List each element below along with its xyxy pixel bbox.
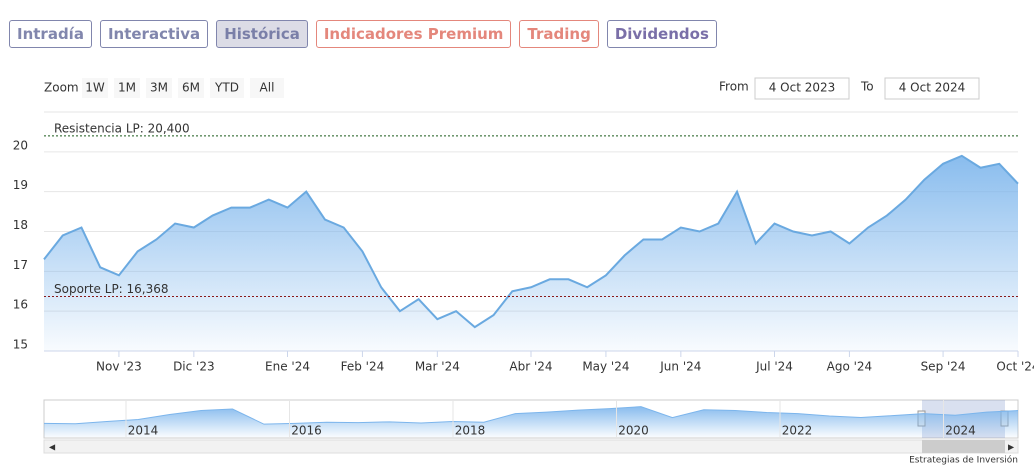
zoom-button-label[interactable]: YTD	[214, 81, 239, 95]
zoom-button-label[interactable]: 1M	[118, 81, 136, 95]
y-tick-label: 15	[13, 338, 28, 352]
from-date[interactable]: 4 Oct 2023	[769, 81, 836, 95]
navigator-year: 2022	[782, 424, 813, 438]
zoom-button-label[interactable]: 6M	[182, 81, 200, 95]
tab[interactable]: Dividendos	[606, 20, 717, 48]
annotation-label: Soporte LP: 16,368	[54, 282, 169, 296]
navigator-year: 2016	[291, 424, 322, 438]
tabs: Intradía Interactiva Histórica Indicadores …	[9, 20, 717, 48]
x-tick-label: Oct '24	[996, 360, 1034, 374]
zoom-button[interactable]	[146, 78, 172, 98]
x-tick-label: Dic '23	[173, 360, 215, 374]
x-tick-label: Ene '24	[265, 360, 310, 374]
y-tick-label: 20	[13, 138, 28, 152]
navigator-year: 2018	[455, 424, 486, 438]
zoom-button-label[interactable]: 1W	[85, 81, 105, 95]
y-tick-label: 17	[13, 258, 28, 272]
zoom-button-label[interactable]: All	[260, 81, 275, 95]
scrollbar[interactable]	[43, 439, 1019, 454]
tab[interactable]: Trading	[519, 20, 599, 48]
x-tick-label: Ago '24	[827, 360, 873, 374]
zoom-button[interactable]	[250, 78, 284, 98]
credits: Estrategias de Inversión	[909, 455, 1018, 466]
tab[interactable]: Interactiva	[99, 20, 209, 48]
y-tick-label: 18	[13, 218, 28, 232]
navigator-fill	[44, 406, 1018, 437]
navigator-year: 2024	[945, 424, 976, 438]
from-label: From	[719, 80, 749, 94]
x-tick-label: Feb '24	[341, 360, 385, 374]
zoom-button[interactable]	[82, 78, 108, 98]
zoom-button[interactable]	[210, 78, 244, 98]
tab[interactable]: Indicadores Premium	[315, 20, 512, 48]
navigator-line	[43, 406, 1019, 425]
x-tick-label: May '24	[582, 360, 629, 374]
x-tick-label: Mar '24	[415, 360, 460, 374]
area-fill	[44, 155, 1018, 351]
tab[interactable]: Histórica	[216, 20, 308, 48]
y-tick-label: 16	[13, 298, 28, 312]
x-tick-label: Nov '23	[96, 360, 142, 374]
annotation-label: Resistencia LP: 20,400	[54, 121, 190, 135]
navigator-year: 2020	[618, 424, 649, 438]
navigator-year: 2014	[128, 424, 159, 438]
zoom-label: Zoom	[44, 81, 79, 95]
x-tick-label: Jul '24	[755, 360, 793, 374]
zoom-button[interactable]	[178, 78, 204, 98]
scroll-right[interactable]: ▶	[1008, 443, 1015, 452]
from-input[interactable]	[754, 77, 850, 100]
x-tick-label: Sep '24	[921, 360, 966, 374]
to-date[interactable]: 4 Oct 2024	[899, 81, 966, 95]
scrollbar-thumb[interactable]	[922, 440, 1005, 453]
y-tick-label: 19	[13, 178, 28, 192]
scroll-left[interactable]: ◀	[49, 443, 56, 452]
x-tick-label: Abr '24	[509, 360, 552, 374]
to-input[interactable]	[884, 77, 980, 100]
tab[interactable]: Intradía	[9, 20, 92, 48]
zoom-button-label[interactable]: 3M	[150, 81, 168, 95]
to-label: To	[860, 80, 874, 94]
x-tick-label: Jun '24	[659, 360, 701, 374]
zoom-button[interactable]	[114, 78, 140, 98]
area-line	[43, 154, 1019, 329]
